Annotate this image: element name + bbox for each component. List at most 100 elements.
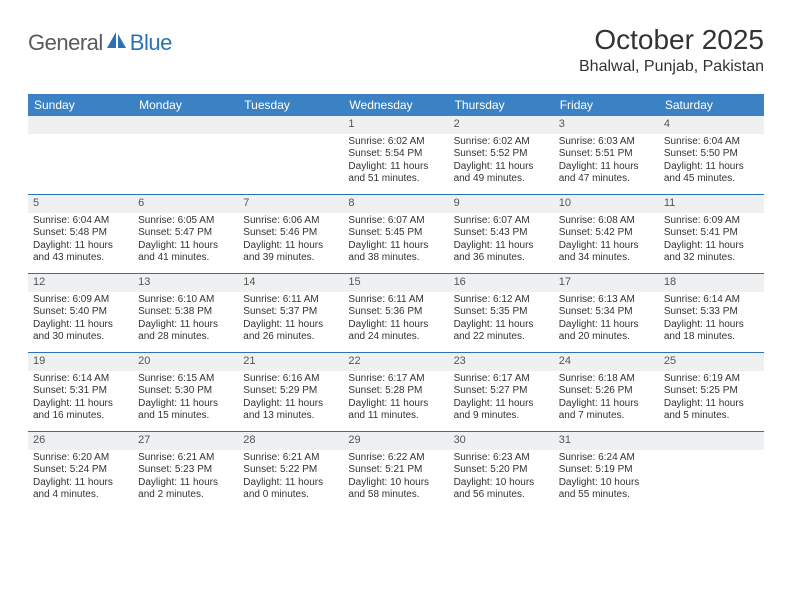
day-info-line: Sunrise: 6:03 AM bbox=[559, 136, 654, 149]
day-info-line: Daylight: 11 hours bbox=[454, 240, 549, 253]
calendar-header-row: SundayMondayTuesdayWednesdayThursdayFrid… bbox=[28, 94, 764, 116]
day-content: Sunrise: 6:19 AMSunset: 5:25 PMDaylight:… bbox=[659, 371, 764, 427]
calendar-cell: 19Sunrise: 6:14 AMSunset: 5:31 PMDayligh… bbox=[28, 353, 133, 431]
day-info-line: Sunset: 5:21 PM bbox=[348, 464, 443, 477]
calendar-cell: 2Sunrise: 6:02 AMSunset: 5:52 PMDaylight… bbox=[449, 116, 554, 194]
day-number bbox=[133, 116, 238, 134]
logo-text-blue: Blue bbox=[130, 30, 172, 56]
day-info-line: Sunrise: 6:22 AM bbox=[348, 452, 443, 465]
day-content: Sunrise: 6:09 AMSunset: 5:41 PMDaylight:… bbox=[659, 213, 764, 269]
day-content: Sunrise: 6:24 AMSunset: 5:19 PMDaylight:… bbox=[554, 450, 659, 506]
day-info-line: and 7 minutes. bbox=[559, 410, 654, 423]
logo-text-gray: General bbox=[28, 30, 103, 56]
day-number: 21 bbox=[238, 353, 343, 371]
calendar-cell: 31Sunrise: 6:24 AMSunset: 5:19 PMDayligh… bbox=[554, 432, 659, 510]
day-number: 6 bbox=[133, 195, 238, 213]
day-info-line: and 45 minutes. bbox=[664, 173, 759, 186]
calendar-cell: 4Sunrise: 6:04 AMSunset: 5:50 PMDaylight… bbox=[659, 116, 764, 194]
day-info-line: Sunset: 5:29 PM bbox=[243, 385, 338, 398]
day-content: Sunrise: 6:11 AMSunset: 5:37 PMDaylight:… bbox=[238, 292, 343, 348]
day-info-line: and 22 minutes. bbox=[454, 331, 549, 344]
day-info-line: Daylight: 11 hours bbox=[138, 319, 233, 332]
day-info-line: Sunset: 5:36 PM bbox=[348, 306, 443, 319]
calendar-cell: 13Sunrise: 6:10 AMSunset: 5:38 PMDayligh… bbox=[133, 274, 238, 352]
day-number: 25 bbox=[659, 353, 764, 371]
day-content: Sunrise: 6:18 AMSunset: 5:26 PMDaylight:… bbox=[554, 371, 659, 427]
day-info-line: Sunrise: 6:02 AM bbox=[454, 136, 549, 149]
calendar-cell: 8Sunrise: 6:07 AMSunset: 5:45 PMDaylight… bbox=[343, 195, 448, 273]
calendar-cell: 7Sunrise: 6:06 AMSunset: 5:46 PMDaylight… bbox=[238, 195, 343, 273]
day-info-line: Sunset: 5:42 PM bbox=[559, 227, 654, 240]
day-content: Sunrise: 6:15 AMSunset: 5:30 PMDaylight:… bbox=[133, 371, 238, 427]
day-info-line: Daylight: 11 hours bbox=[138, 240, 233, 253]
day-info-line: Sunrise: 6:05 AM bbox=[138, 215, 233, 228]
day-info-line: Sunset: 5:43 PM bbox=[454, 227, 549, 240]
calendar: SundayMondayTuesdayWednesdayThursdayFrid… bbox=[28, 94, 764, 510]
day-number: 2 bbox=[449, 116, 554, 134]
calendar-cell: 3Sunrise: 6:03 AMSunset: 5:51 PMDaylight… bbox=[554, 116, 659, 194]
day-content: Sunrise: 6:07 AMSunset: 5:45 PMDaylight:… bbox=[343, 213, 448, 269]
day-number: 14 bbox=[238, 274, 343, 292]
day-info-line: Daylight: 11 hours bbox=[348, 398, 443, 411]
calendar-cell bbox=[659, 432, 764, 510]
day-info-line: and 43 minutes. bbox=[33, 252, 128, 265]
day-info-line: and 16 minutes. bbox=[33, 410, 128, 423]
day-info-line: Daylight: 11 hours bbox=[243, 240, 338, 253]
weekday-header: Friday bbox=[554, 94, 659, 116]
calendar-cell: 5Sunrise: 6:04 AMSunset: 5:48 PMDaylight… bbox=[28, 195, 133, 273]
day-info-line: Daylight: 11 hours bbox=[559, 319, 654, 332]
calendar-cell: 24Sunrise: 6:18 AMSunset: 5:26 PMDayligh… bbox=[554, 353, 659, 431]
day-number: 10 bbox=[554, 195, 659, 213]
day-content: Sunrise: 6:17 AMSunset: 5:27 PMDaylight:… bbox=[449, 371, 554, 427]
day-info-line: and 32 minutes. bbox=[664, 252, 759, 265]
day-content: Sunrise: 6:14 AMSunset: 5:31 PMDaylight:… bbox=[28, 371, 133, 427]
day-info-line: Sunrise: 6:04 AM bbox=[33, 215, 128, 228]
day-number: 19 bbox=[28, 353, 133, 371]
day-info-line: and 26 minutes. bbox=[243, 331, 338, 344]
day-number: 3 bbox=[554, 116, 659, 134]
day-info-line: Sunset: 5:38 PM bbox=[138, 306, 233, 319]
day-info-line: Sunset: 5:37 PM bbox=[243, 306, 338, 319]
day-info-line: Daylight: 11 hours bbox=[33, 319, 128, 332]
title-block: October 2025 Bhalwal, Punjab, Pakistan bbox=[579, 24, 764, 76]
day-info-line: Sunrise: 6:19 AM bbox=[664, 373, 759, 386]
day-info-line: Sunrise: 6:11 AM bbox=[348, 294, 443, 307]
day-info-line: Daylight: 11 hours bbox=[559, 398, 654, 411]
calendar-cell bbox=[133, 116, 238, 194]
day-info-line: Sunrise: 6:15 AM bbox=[138, 373, 233, 386]
day-info-line: Sunset: 5:30 PM bbox=[138, 385, 233, 398]
day-info-line: Daylight: 11 hours bbox=[454, 398, 549, 411]
location: Bhalwal, Punjab, Pakistan bbox=[579, 58, 764, 76]
day-info-line: Sunrise: 6:04 AM bbox=[664, 136, 759, 149]
header: General Blue October 2025 Bhalwal, Punja… bbox=[28, 24, 764, 76]
calendar-row: 5Sunrise: 6:04 AMSunset: 5:48 PMDaylight… bbox=[28, 194, 764, 273]
day-content: Sunrise: 6:05 AMSunset: 5:47 PMDaylight:… bbox=[133, 213, 238, 269]
day-info-line: Sunset: 5:28 PM bbox=[348, 385, 443, 398]
day-info-line: and 4 minutes. bbox=[33, 489, 128, 502]
day-number: 15 bbox=[343, 274, 448, 292]
day-info-line: and 58 minutes. bbox=[348, 489, 443, 502]
day-info-line: Daylight: 11 hours bbox=[454, 319, 549, 332]
day-number: 24 bbox=[554, 353, 659, 371]
day-content: Sunrise: 6:08 AMSunset: 5:42 PMDaylight:… bbox=[554, 213, 659, 269]
day-number: 7 bbox=[238, 195, 343, 213]
day-number: 1 bbox=[343, 116, 448, 134]
day-info-line: Sunrise: 6:09 AM bbox=[33, 294, 128, 307]
weekday-header: Saturday bbox=[659, 94, 764, 116]
day-info-line: and 47 minutes. bbox=[559, 173, 654, 186]
day-info-line: Sunset: 5:31 PM bbox=[33, 385, 128, 398]
day-info-line: and 11 minutes. bbox=[348, 410, 443, 423]
day-number: 5 bbox=[28, 195, 133, 213]
day-info-line: Daylight: 11 hours bbox=[243, 398, 338, 411]
day-info-line: Sunrise: 6:20 AM bbox=[33, 452, 128, 465]
day-info-line: Sunrise: 6:07 AM bbox=[348, 215, 443, 228]
day-number: 8 bbox=[343, 195, 448, 213]
day-content: Sunrise: 6:04 AMSunset: 5:50 PMDaylight:… bbox=[659, 134, 764, 190]
day-content: Sunrise: 6:10 AMSunset: 5:38 PMDaylight:… bbox=[133, 292, 238, 348]
day-info-line: Daylight: 10 hours bbox=[559, 477, 654, 490]
weekday-header: Wednesday bbox=[343, 94, 448, 116]
day-info-line: Sunset: 5:51 PM bbox=[559, 148, 654, 161]
day-info-line: Sunrise: 6:13 AM bbox=[559, 294, 654, 307]
day-info-line: and 13 minutes. bbox=[243, 410, 338, 423]
calendar-cell: 12Sunrise: 6:09 AMSunset: 5:40 PMDayligh… bbox=[28, 274, 133, 352]
